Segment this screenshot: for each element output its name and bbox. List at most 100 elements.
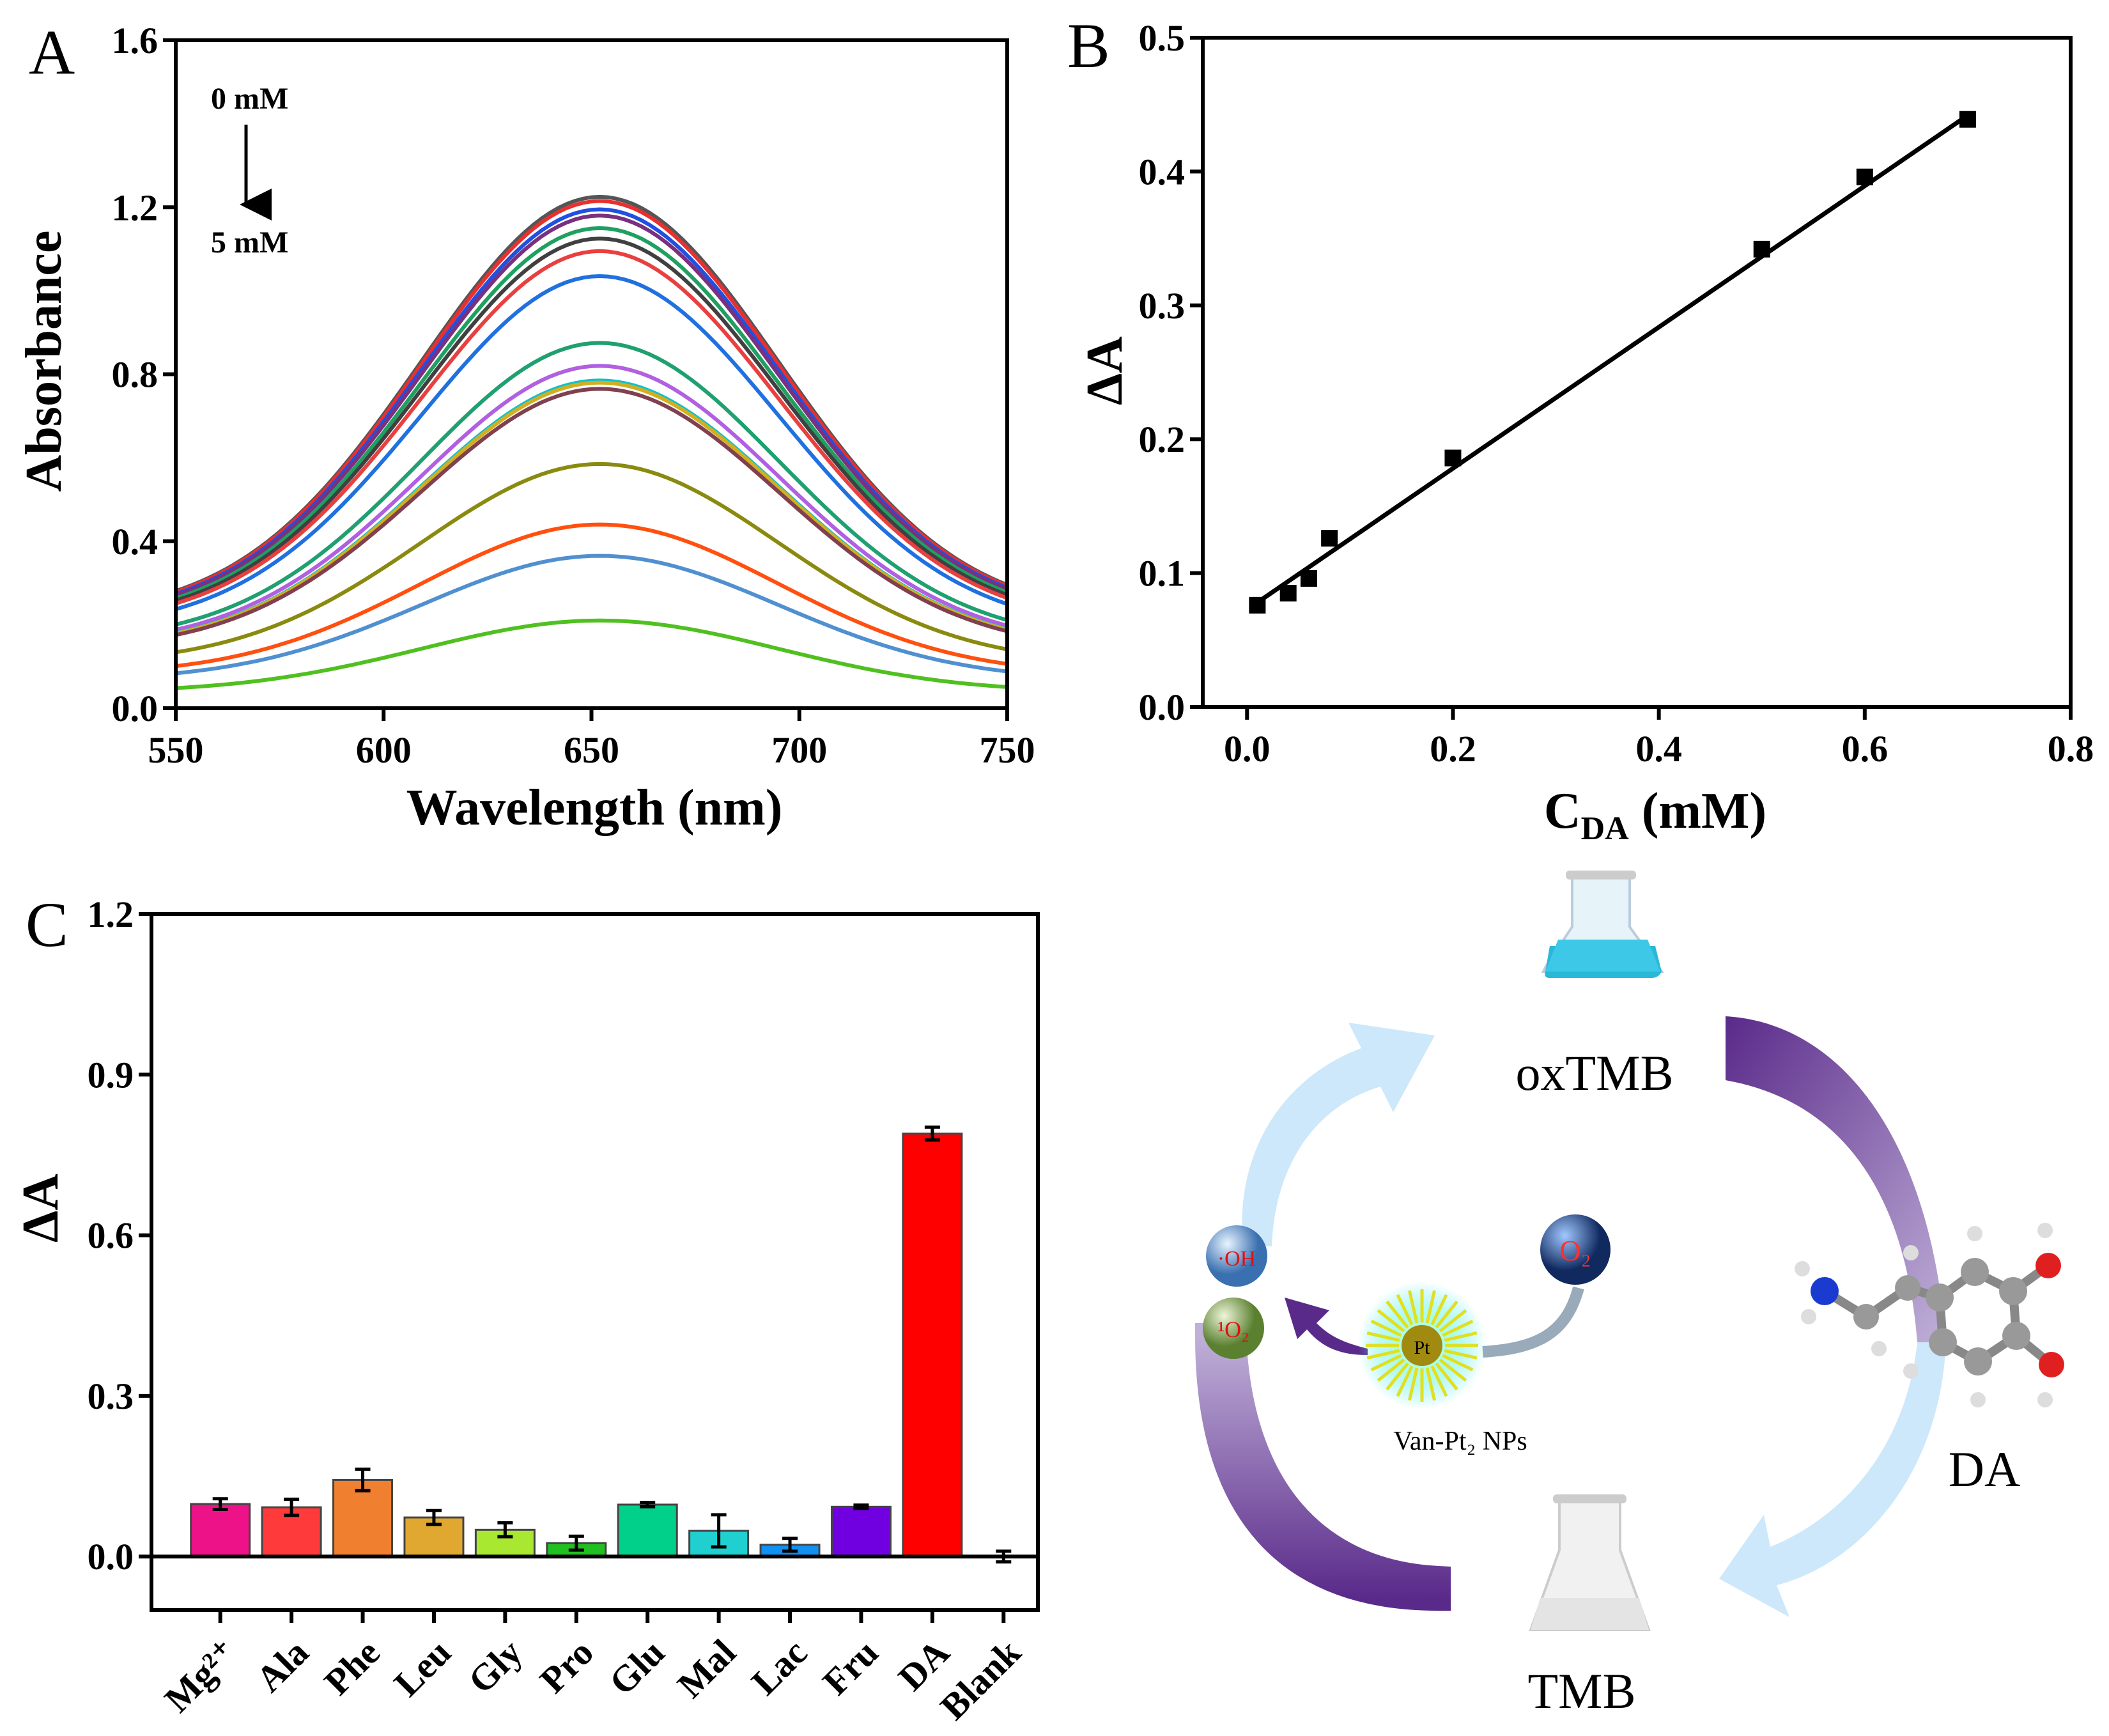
- x-tick-label-c: Lac: [743, 1631, 815, 1703]
- x-tick-label-b: 0.0: [1224, 728, 1271, 770]
- ligand-ray: [1366, 1331, 1400, 1342]
- bars: [151, 1125, 1038, 1564]
- spectrum-line-s4: [175, 213, 1008, 598]
- ligand-ray: [1442, 1319, 1474, 1337]
- ligand-ray: [1377, 1358, 1405, 1382]
- y-tick-label-c: 0.0: [88, 1536, 134, 1577]
- spectrum-line-s5: [175, 226, 1008, 600]
- annotation-0mm: 0 mM: [211, 82, 288, 116]
- x-tick-label-c: Gly: [460, 1631, 530, 1701]
- spectrum-line-s16: [175, 554, 1008, 676]
- x-tick-label-c: Phe: [316, 1631, 388, 1703]
- ligand-ray: [1444, 1349, 1478, 1360]
- spectrum-line-s15: [175, 522, 1008, 669]
- fit-line: [1256, 113, 1969, 605]
- label-singlet-o2: ¹O₂: [1217, 1317, 1249, 1342]
- flask-tmb-icon: [1529, 1494, 1651, 1631]
- ligand-ray: [1444, 1331, 1478, 1342]
- plot-frame-b: [1201, 36, 2073, 709]
- label-o2: O₂: [1559, 1234, 1591, 1267]
- ligand-ray: [1439, 1309, 1467, 1333]
- bar-10: [902, 1132, 963, 1558]
- flask-oxtmb-icon: [1541, 871, 1664, 978]
- ligand-ray: [1407, 1367, 1419, 1401]
- ligand-ray: [1370, 1319, 1402, 1337]
- data-point: [1300, 570, 1317, 587]
- x-tick-label-c: Fru: [815, 1631, 886, 1703]
- ligand-ray: [1386, 1300, 1409, 1329]
- spectrum-line-s17: [175, 618, 1008, 690]
- panel-a: A 550 600 650 700 750 0.0 0.4 0.8 1.2 1.6 0 mM 5 …: [16, 17, 1035, 836]
- y-tick-label-b: 0.1: [1139, 553, 1186, 594]
- y-tick-label-b: 0.0: [1139, 686, 1186, 728]
- y-tick-label-b: 0.5: [1139, 17, 1186, 59]
- y-tick-label-a: 0.0: [112, 688, 158, 729]
- x-tick-label-c: Ala: [248, 1631, 316, 1700]
- x-tick-label-a: 600: [356, 729, 412, 771]
- annotation-5mm: 5 mM: [211, 226, 288, 260]
- data-point: [1279, 585, 1297, 602]
- plot-frame-c: [150, 912, 1040, 1612]
- reaction-scheme: oxTMB TMB DA ·OH ¹O₂ O₂ Pt Van-Pt₂ NPs: [1194, 871, 2064, 1719]
- bar-9: [830, 1505, 892, 1558]
- y-axis-label-a: Absorbance: [16, 231, 72, 492]
- x-tick-label-b: 0.8: [2048, 728, 2094, 770]
- oxygen-sphere: [1540, 1214, 1611, 1285]
- x-tick-label-c: Glu: [601, 1631, 672, 1703]
- scatter-points: [1249, 111, 1976, 614]
- data-point: [1753, 240, 1770, 258]
- x-tick-label-b: 0.6: [1842, 728, 1889, 770]
- y-tick-label-c: 1.2: [88, 894, 134, 935]
- arrow-np-to-ros: [1285, 1298, 1368, 1355]
- label-tmb: TMB: [1527, 1663, 1635, 1719]
- spectrum-line-s7: [175, 249, 1008, 605]
- data-point: [1321, 530, 1338, 547]
- x-tick-label-a: 650: [564, 729, 619, 771]
- arrow-o2-to-np: [1482, 1286, 1584, 1358]
- x-tick-label-c: Pro: [532, 1631, 601, 1701]
- data-point: [1249, 596, 1266, 614]
- label-oh: ·OH: [1217, 1247, 1256, 1271]
- panel-label-c: C: [26, 889, 68, 960]
- spectrum-line-s12: [175, 380, 1008, 636]
- y-tick-label-c: 0.6: [88, 1215, 134, 1257]
- axis-ticks-a: 550 600 650 700 750 0.0 0.4 0.8 1.2 1.6: [112, 20, 1035, 771]
- y-tick-label-b: 0.2: [1139, 419, 1186, 460]
- x-tick-label-a: 550: [148, 729, 204, 771]
- ligand-ray: [1430, 1365, 1448, 1397]
- ligand-ray: [1435, 1362, 1458, 1391]
- panel-b: B 0.0 0.2 0.4 0.6 0.8 0.0 0.1 0.2 0.3 0.4 0.5 CDA …: [1067, 10, 2094, 847]
- y-tick-label-b: 0.4: [1139, 151, 1186, 192]
- ligand-ray: [1435, 1300, 1458, 1329]
- ligand-ray: [1370, 1354, 1402, 1372]
- ligand-ray: [1425, 1367, 1437, 1401]
- data-point: [1444, 449, 1462, 467]
- y-tick-label-a: 1.2: [112, 187, 158, 228]
- spectrum-line-s9: [175, 341, 1008, 626]
- y-tick-label-a: 0.4: [112, 521, 158, 562]
- label-oxtmb: oxTMB: [1515, 1045, 1673, 1101]
- x-tick-label-c: Leu: [386, 1631, 459, 1704]
- spectrum-line-s13: [175, 387, 1008, 637]
- data-point: [1856, 168, 1873, 185]
- x-tick-label-c: Mg²⁺: [157, 1631, 245, 1720]
- y-axis-label-c: ΔA: [13, 1174, 69, 1243]
- ligand-ray: [1430, 1294, 1448, 1326]
- spectrum-line-s3: [175, 207, 1008, 596]
- panel-label-a: A: [29, 17, 75, 88]
- x-tick-label-b: 0.4: [1635, 728, 1682, 770]
- arrow-light-blue-top-left: [1242, 1023, 1435, 1246]
- data-point: [1959, 111, 1976, 128]
- y-tick-label-c: 0.9: [88, 1054, 134, 1096]
- spectrum-line-s8: [175, 274, 1008, 611]
- x-tick-label-a: 700: [771, 729, 827, 771]
- y-tick-label-c: 0.3: [88, 1376, 134, 1417]
- singlet-oxygen-sphere: [1203, 1298, 1264, 1359]
- arrow-purple-top-right: [1726, 1016, 1946, 1342]
- ligand-ray: [1442, 1354, 1474, 1372]
- y-axis-label-b: ΔA: [1077, 336, 1133, 405]
- ligand-ray: [1396, 1294, 1414, 1326]
